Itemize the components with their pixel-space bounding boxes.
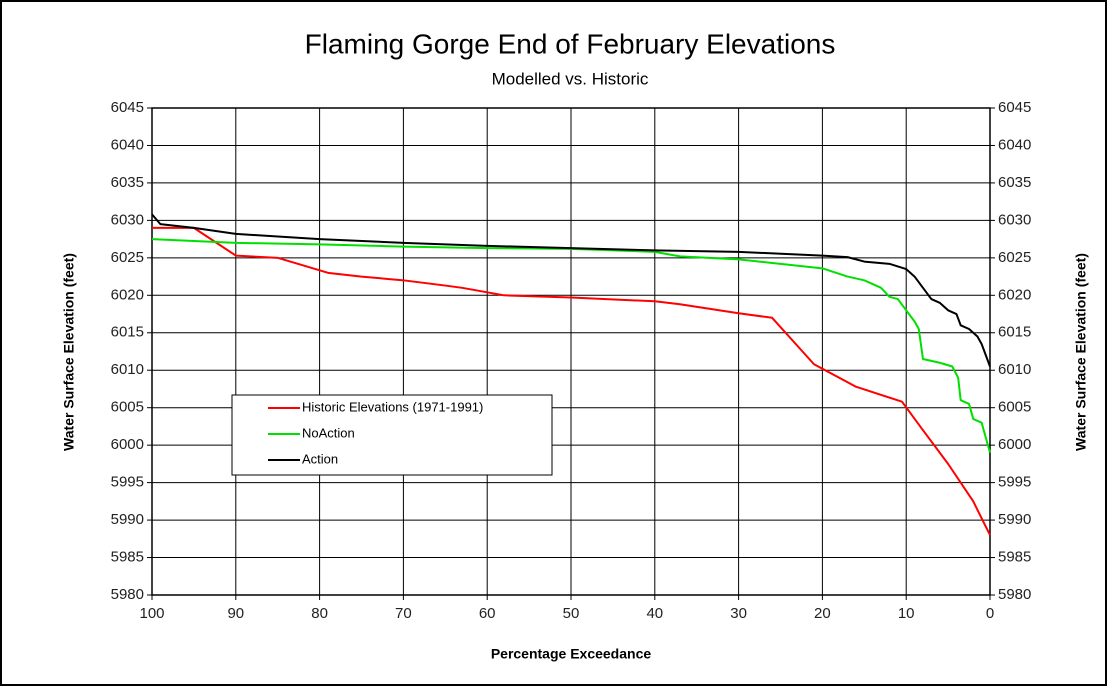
legend-label: Historic Elevations (1971-1991) <box>302 399 483 414</box>
y-tick-label: 5980 <box>111 586 144 603</box>
y2-tick-label: 6025 <box>998 249 1031 266</box>
y2-tick-label: 5980 <box>998 586 1031 603</box>
y-tick-label: 5985 <box>111 549 144 566</box>
y2-tick-label: 6045 <box>998 99 1031 116</box>
y2-tick-label: 6000 <box>998 436 1031 453</box>
x-tick-label: 40 <box>646 605 663 622</box>
y2-tick-label: 6040 <box>998 136 1031 153</box>
y2-tick-label: 6035 <box>998 174 1031 191</box>
y2-tick-label: 6015 <box>998 324 1031 341</box>
y-tick-label: 5995 <box>111 474 144 491</box>
y2-tick-label: 6020 <box>998 286 1031 303</box>
y-tick-label: 5990 <box>111 511 144 528</box>
x-tick-label: 90 <box>227 605 244 622</box>
y2-tick-label: 6005 <box>998 399 1031 416</box>
y2-tick-label: 5990 <box>998 511 1031 528</box>
y2-tick-label: 6010 <box>998 361 1031 378</box>
x-tick-label: 0 <box>986 605 994 622</box>
x-axis-label: Percentage Exceedance <box>491 646 652 662</box>
y-tick-label: 6015 <box>111 324 144 341</box>
x-tick-label: 30 <box>730 605 747 622</box>
x-tick-label: 80 <box>311 605 328 622</box>
x-tick-label: 100 <box>139 605 164 622</box>
series-line <box>151 213 991 367</box>
x-tick-label: 60 <box>479 605 496 622</box>
chart-title: Flaming Gorge End of February Elevations <box>305 28 836 59</box>
y2-tick-label: 5995 <box>998 474 1031 491</box>
legend-label: NoAction <box>302 425 355 440</box>
x-tick-label: 10 <box>898 605 915 622</box>
y2-tick-label: 5985 <box>998 549 1031 566</box>
legend-label: Action <box>302 451 338 466</box>
chart-subtitle: Modelled vs. Historic <box>492 69 649 88</box>
y-tick-label: 6040 <box>111 136 144 153</box>
plot-border <box>151 107 991 596</box>
y-tick-label: 6000 <box>111 436 144 453</box>
x-tick-label: 20 <box>814 605 831 622</box>
y-tick-label: 6005 <box>111 399 144 416</box>
y-tick-label: 6045 <box>111 99 144 116</box>
x-tick-label: 70 <box>395 605 412 622</box>
series-line <box>152 226 991 536</box>
y2-axis-label: Water Surface Elevation (feet) <box>1073 253 1089 451</box>
x-tick-label: 50 <box>563 605 580 622</box>
series-line <box>151 238 991 453</box>
y2-tick-label: 6030 <box>998 211 1031 228</box>
y-tick-label: 6030 <box>111 211 144 228</box>
y-tick-label: 6025 <box>111 249 144 266</box>
y-tick-label: 6035 <box>111 174 144 191</box>
y-axis-label: Water Surface Elevation (feet) <box>61 253 77 451</box>
y-tick-label: 6020 <box>111 286 144 303</box>
y-tick-label: 6010 <box>111 361 144 378</box>
